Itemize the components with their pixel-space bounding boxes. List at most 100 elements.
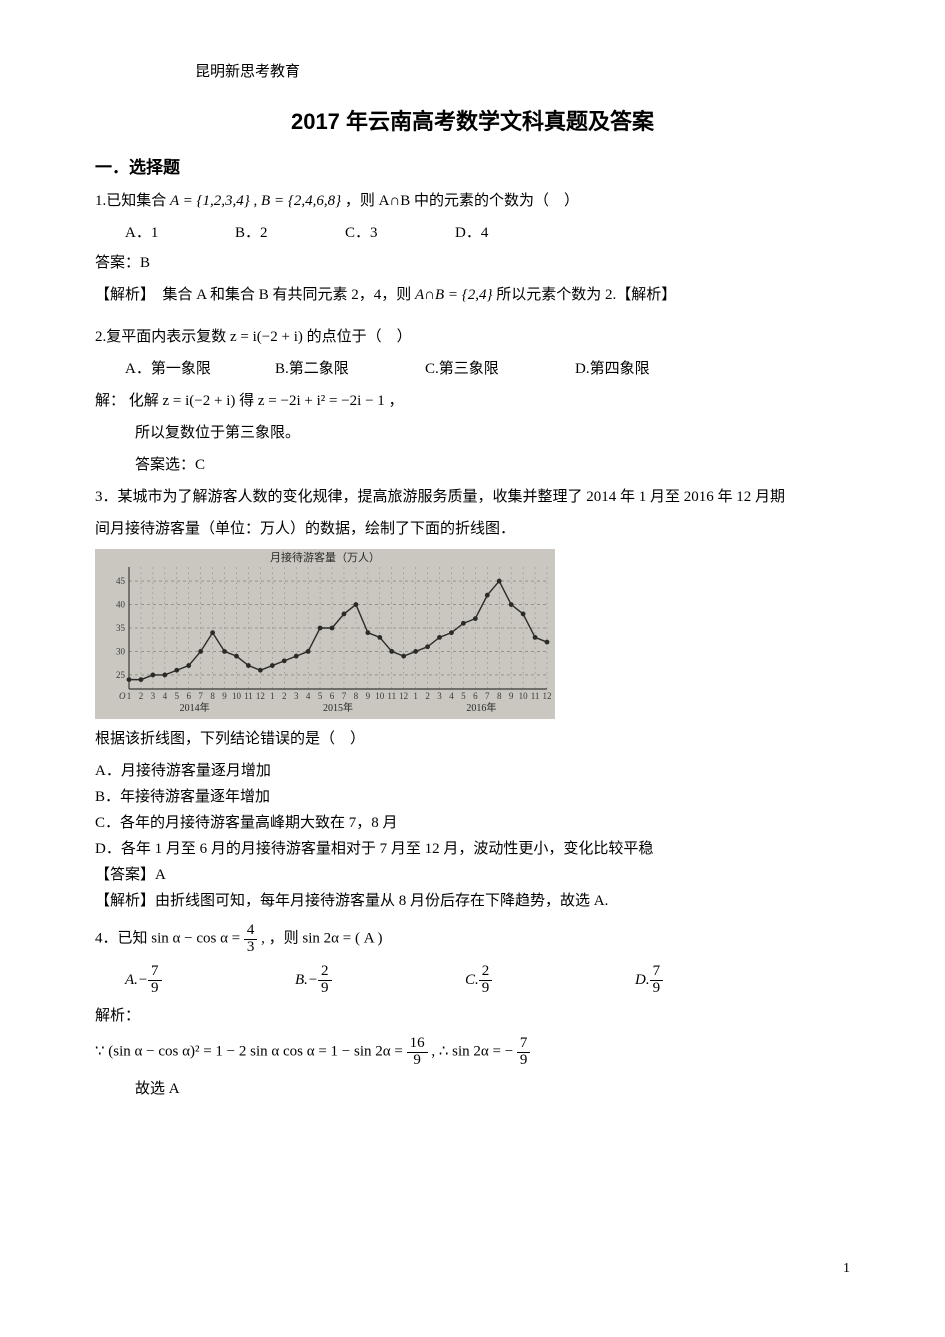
q4-stem-frac-d: 3 xyxy=(244,940,258,956)
q4-sol-pre: ∵ (sin α − cos α)² = 1 − 2 sin α cos α =… xyxy=(95,1044,407,1060)
option-D-frac: 79 xyxy=(650,964,664,997)
option-C-frac: 29 xyxy=(479,964,493,997)
svg-text:2015年: 2015年 xyxy=(323,701,353,714)
option-A-label: A.− xyxy=(125,968,148,992)
q3-optD: D．各年 1 月至 6 月的月接待游客量相对于 7 月至 12 月，波动性更小，… xyxy=(95,837,850,861)
svg-text:35: 35 xyxy=(116,623,126,633)
svg-text:3: 3 xyxy=(294,691,299,701)
svg-text:11: 11 xyxy=(531,691,540,701)
q1-analysis-suf: 所以元素个数为 2.【解析】 xyxy=(496,287,676,303)
q4-sol-mid: , ∴ sin 2α = − xyxy=(431,1044,517,1060)
q4-options: A.− 79B.− 29C. 29D. 79 xyxy=(125,964,850,997)
svg-text:10: 10 xyxy=(519,691,529,701)
q3-postchart: 根据该折线图，下列结论错误的是（ ） xyxy=(95,727,850,751)
q3-stem1: 3．某城市为了解游客人数的变化规律，提高旅游服务质量，收集并整理了 2014 年… xyxy=(95,485,850,509)
svg-text:10: 10 xyxy=(232,691,242,701)
svg-text:O: O xyxy=(119,691,126,701)
q1-setA: A = {1,2,3,4} xyxy=(170,193,250,209)
svg-text:8: 8 xyxy=(497,691,502,701)
q3-optB: B．年接待游客量逐年增加 xyxy=(95,785,850,809)
svg-text:9: 9 xyxy=(509,691,514,701)
option-D-label: D. xyxy=(635,968,650,992)
q4-sol-frac1-d: 9 xyxy=(407,1053,428,1069)
svg-text:40: 40 xyxy=(116,600,126,610)
svg-text:2014年: 2014年 xyxy=(180,701,210,714)
svg-text:8: 8 xyxy=(210,691,215,701)
q4-stem: 4．已知 sin α − cos α = 4 3 , ，则 sin 2α = (… xyxy=(95,923,850,956)
option-A-frac-d: 9 xyxy=(148,981,162,997)
option-C-frac-n: 2 xyxy=(479,964,493,981)
option-C: C.第三象限 xyxy=(425,357,575,381)
q4-stem-frac: 4 3 xyxy=(244,923,258,956)
option-D-frac-d: 9 xyxy=(650,981,664,997)
svg-text:45: 45 xyxy=(116,576,126,586)
option-D: D. 79 xyxy=(635,964,805,997)
svg-text:1: 1 xyxy=(127,691,132,701)
q1-analysis-pre: 【解析】 集合 A 和集合 B 有共同元素 2，4，则 xyxy=(95,287,415,303)
option-C-label: C. xyxy=(465,968,479,992)
svg-text:11: 11 xyxy=(387,691,396,701)
q2-sol-line3: 答案选：C xyxy=(135,453,850,477)
svg-text:5: 5 xyxy=(461,691,466,701)
svg-text:2: 2 xyxy=(425,691,430,701)
option-B-label: B.− xyxy=(295,968,318,992)
svg-text:8: 8 xyxy=(354,691,359,701)
svg-text:3: 3 xyxy=(437,691,442,701)
brand-header: 昆明新思考教育 xyxy=(195,60,850,84)
q4-sol-main: ∵ (sin α − cos α)² = 1 − 2 sin α cos α =… xyxy=(95,1036,850,1069)
q4-sol-frac2-d: 9 xyxy=(517,1053,531,1069)
svg-text:7: 7 xyxy=(342,691,347,701)
option-B-frac-n: 2 xyxy=(318,964,332,981)
svg-text:12: 12 xyxy=(399,691,408,701)
svg-text:7: 7 xyxy=(485,691,490,701)
option-C: C. 29 xyxy=(465,964,635,997)
q4-sol-frac1: 16 9 xyxy=(407,1036,428,1069)
page-title: 2017 年云南高考数学文科真题及答案 xyxy=(95,104,850,139)
option-D: D．4 xyxy=(455,221,565,245)
svg-text:12: 12 xyxy=(256,691,265,701)
svg-text:5: 5 xyxy=(318,691,323,701)
svg-text:1: 1 xyxy=(413,691,418,701)
option-B-frac-d: 9 xyxy=(318,981,332,997)
svg-text:5: 5 xyxy=(175,691,180,701)
option-A-frac: 79 xyxy=(148,964,162,997)
q3-optA: A．月接待游客量逐月增加 xyxy=(95,759,850,783)
svg-text:9: 9 xyxy=(222,691,227,701)
option-A: A．1 xyxy=(125,221,235,245)
svg-text:2: 2 xyxy=(282,691,287,701)
svg-text:4: 4 xyxy=(306,691,311,701)
q4-sol-frac1-n: 16 xyxy=(407,1036,428,1053)
q3-optC: C．各年的月接待游客量高峰期大致在 7，8 月 xyxy=(95,811,850,835)
q1-answer: 答案：B xyxy=(95,251,850,275)
q1-analysis-mid: A∩B = {2,4} xyxy=(415,287,493,303)
svg-text:2: 2 xyxy=(139,691,144,701)
q4-stem-pre: 4．已知 sin α − cos α = xyxy=(95,931,244,947)
q1-setB: B = {2,4,6,8} xyxy=(261,193,341,209)
option-A: A．第一象限 xyxy=(125,357,275,381)
svg-text:6: 6 xyxy=(186,691,191,701)
q4-sol-header: 解析： xyxy=(95,1004,850,1028)
svg-text:10: 10 xyxy=(375,691,385,701)
q4-stem-frac-n: 4 xyxy=(244,923,258,940)
svg-text:2016年: 2016年 xyxy=(466,701,496,714)
q2-sol-text1: 化解 z = i(−2 + i) 得 z = −2i + i² = −2i − … xyxy=(129,393,404,409)
section-heading: 一．选择题 xyxy=(95,154,850,181)
tourist-line-chart: 月接待游客量（万人）2530354045O1234567891011121234… xyxy=(95,549,850,719)
svg-text:月接待游客量（万人）: 月接待游客量（万人） xyxy=(270,550,380,564)
option-B-frac: 29 xyxy=(318,964,332,997)
q2-stem: 2.复平面内表示复数 z = i(−2 + i) 的点位于（ ） xyxy=(95,325,850,349)
svg-text:1: 1 xyxy=(270,691,275,701)
option-C-frac-d: 9 xyxy=(479,981,493,997)
svg-text:11: 11 xyxy=(244,691,253,701)
svg-text:9: 9 xyxy=(366,691,371,701)
option-D-frac-n: 7 xyxy=(650,964,664,981)
option-B: B.第二象限 xyxy=(275,357,425,381)
q2-sol-label: 解： xyxy=(95,393,125,409)
option-D: D.第四象限 xyxy=(575,357,725,381)
q1-tail: ，则 A∩B 中的元素的个数为（ ） xyxy=(345,193,579,209)
q2-sol-line2: 所以复数位于第三象限。 xyxy=(135,421,850,445)
q4-sol-frac2: 7 9 xyxy=(517,1036,531,1069)
option-C: C．3 xyxy=(345,221,455,245)
page-number: 1 xyxy=(843,1261,850,1277)
svg-text:25: 25 xyxy=(116,670,126,680)
